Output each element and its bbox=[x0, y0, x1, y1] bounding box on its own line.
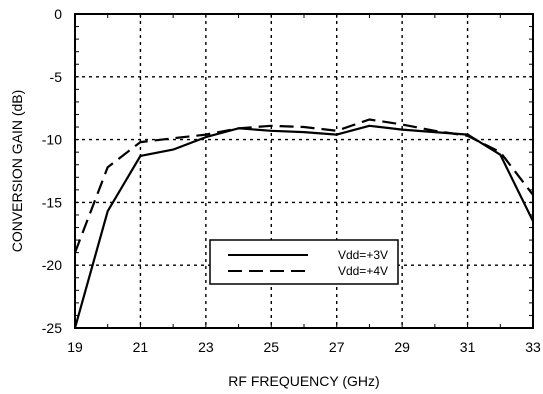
x-tick-label: 25 bbox=[263, 339, 279, 355]
y-tick-label: 0 bbox=[54, 6, 62, 22]
x-tick-label: 27 bbox=[329, 339, 345, 355]
y-axis-title: CONVERSION GAIN (dB) bbox=[9, 90, 25, 253]
legend-label-vdd-3v: Vdd=+3V bbox=[338, 248, 388, 262]
x-tick-label: 29 bbox=[394, 339, 410, 355]
legend-box bbox=[209, 239, 399, 285]
axis-ticks: 19 21 23 25 27 29 31 33 0 -5 -10 -15 -20 -25 bbox=[42, 6, 541, 355]
y-tick-label: -20 bbox=[42, 257, 62, 273]
x-tick-label: 19 bbox=[67, 339, 83, 355]
y-tick-label: -15 bbox=[42, 194, 62, 210]
x-axis-title: RF FREQUENCY (GHz) bbox=[228, 373, 379, 389]
legend-label-vdd-4v: Vdd=+4V bbox=[338, 264, 388, 278]
series-lines bbox=[73, 118, 534, 329]
x-tick-label: 33 bbox=[525, 339, 541, 355]
y-tick-label: -25 bbox=[42, 320, 62, 336]
series-line-vdd-3v bbox=[73, 124, 534, 329]
y-tick-label: -10 bbox=[42, 132, 62, 148]
x-tick-label: 31 bbox=[460, 339, 476, 355]
legend: Vdd=+3V Vdd=+4V bbox=[209, 239, 399, 285]
series-line-vdd-4v bbox=[73, 118, 534, 253]
x-tick-label: 21 bbox=[133, 339, 149, 355]
y-tick-label: -5 bbox=[50, 69, 63, 85]
x-tick-label: 23 bbox=[198, 339, 214, 355]
